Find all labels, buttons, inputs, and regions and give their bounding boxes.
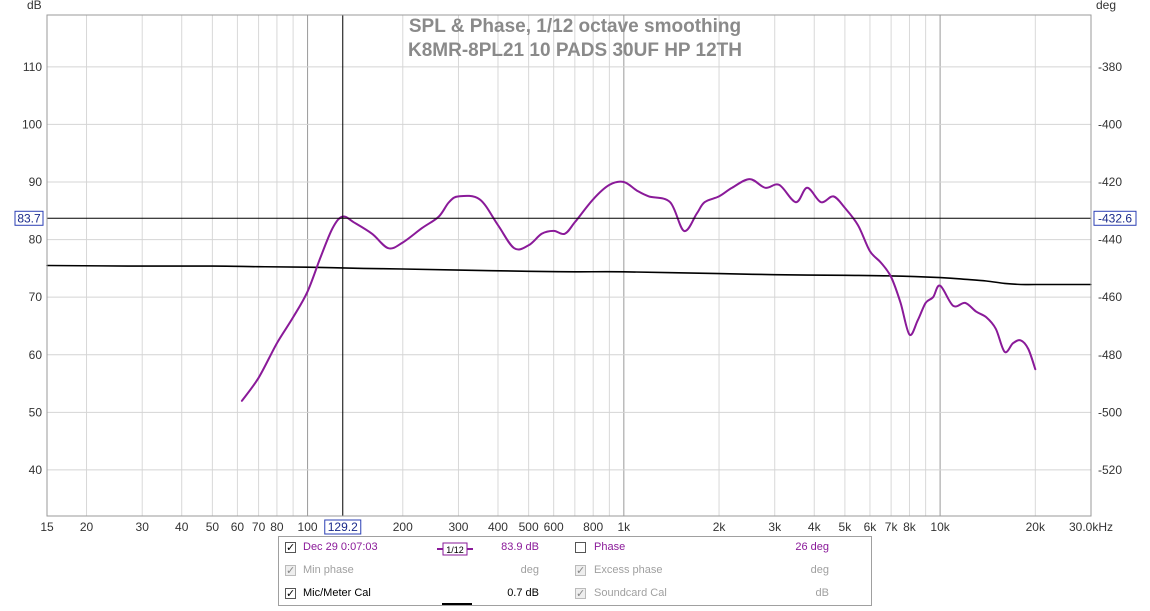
x-tick-label: 30: [136, 520, 150, 534]
min-phase-label: Min phase: [303, 564, 354, 576]
x-tick-label: 40: [175, 520, 189, 534]
x-tick-label: 50: [206, 520, 220, 534]
left-tick-label: 40: [29, 463, 43, 477]
right-tick-label: -500: [1098, 405, 1122, 419]
soundcard-cal-checkbox[interactable]: ✓: [575, 587, 586, 600]
x-tick-label: 10k: [930, 520, 950, 534]
plot-frame: [46, 14, 1092, 517]
chart-subtitle: K8MR-8PL21 10 PADS 30UF HP 12TH: [408, 40, 742, 61]
excess-phase-value: deg: [810, 564, 829, 576]
x-tick-label: 5k: [839, 520, 853, 534]
min-phase-checkbox[interactable]: ✓: [285, 564, 296, 577]
phase-value: 26 deg: [795, 541, 829, 553]
right-axis-labels: -520 -500 -480 -460 -440 -420 -400 -380: [1098, 60, 1122, 477]
right-tick-label: -460: [1098, 290, 1122, 304]
right-axis-unit: deg: [1096, 0, 1116, 12]
legend-row-measurement: ✓ Dec 29 0:07:03 1/12 83.9 dB Phase 26 d…: [279, 538, 871, 561]
x-tick-label: 1k: [617, 520, 631, 534]
spl-phase-chart[interactable]: 15 20 30 40 50 60 70 80 100 200 300 400 500 600 800 1k 2…: [0, 0, 1150, 535]
measurement-checkbox[interactable]: ✓: [285, 541, 296, 554]
mic-cal-swatch: [442, 593, 472, 611]
left-axis-labels: 40 50 60 70 80 90 100 110: [22, 60, 42, 477]
legend-row-mic-cal: ✓ Mic/Meter Cal 0.7 dB ✓ Soundcard Cal d…: [279, 584, 871, 607]
x-tick-label: 3k: [768, 520, 782, 534]
right-tick-label: -480: [1098, 348, 1122, 362]
excess-phase-label: Excess phase: [594, 564, 663, 576]
x-tick-label: 20k: [1026, 520, 1046, 534]
cursor-crosshair[interactable]: 83.7 -432.6 129.2: [14, 15, 1137, 535]
x-tick-label: 6k: [864, 520, 878, 534]
cursor-left-value: 83.7: [17, 211, 41, 225]
mic-cal-value: 0.7 dB: [507, 587, 539, 599]
cursor-x-value-box: [324, 519, 362, 535]
x-tick-label: 300: [448, 520, 468, 534]
measurement-value: 83.9 dB: [501, 541, 539, 553]
cursor-x-value: 129.2: [328, 520, 358, 534]
cursor-right-value-box: [1093, 210, 1137, 226]
left-tick-label: 60: [29, 348, 43, 362]
x-tick-label: 800: [583, 520, 603, 534]
x-tick-label: 500: [519, 520, 539, 534]
measurement-label: Dec 29 0:07:03: [303, 541, 378, 553]
cursor-left-value-box: [14, 210, 44, 226]
phase-checkbox[interactable]: [575, 542, 586, 553]
soundcard-cal-label: Soundcard Cal: [594, 587, 667, 599]
x-tick-label: 4k: [808, 520, 822, 534]
left-tick-label: 70: [29, 290, 43, 304]
left-tick-label: 50: [29, 405, 43, 419]
x-tick-label: 2k: [713, 520, 727, 534]
x-tick-label: 600: [544, 520, 564, 534]
x-tick-label: 60: [231, 520, 245, 534]
right-tick-label: -420: [1098, 175, 1122, 189]
x-tick-label: 80: [270, 520, 284, 534]
soundcard-cal-value: dB: [815, 587, 829, 599]
grid-lines: [47, 15, 1092, 516]
left-tick-label: 90: [29, 175, 43, 189]
smoothing-swatch[interactable]: 1/12: [437, 542, 473, 561]
legend-panel: ✓ Dec 29 0:07:03 1/12 83.9 dB Phase 26 d…: [278, 536, 872, 606]
legend-row-min-phase: ✓ Min phase deg ✓ Excess phase deg: [279, 561, 871, 584]
smoothing-label: 1/12: [446, 545, 464, 555]
x-tick-label: 100: [298, 520, 318, 534]
chart-title: SPL & Phase, 1/12 octave smoothing: [409, 16, 741, 37]
min-phase-value: deg: [520, 564, 539, 576]
mic-cal-label: Mic/Meter Cal: [303, 587, 371, 599]
left-tick-label: 100: [22, 117, 42, 131]
x-tick-label: 8k: [903, 520, 917, 534]
series-lines: [46, 178, 1092, 402]
left-axis-unit: dB: [27, 0, 42, 12]
x-tick-label: 70: [252, 520, 266, 534]
right-tick-label: -520: [1098, 463, 1122, 477]
x-tick-label: 30.0kHz: [1069, 520, 1113, 534]
x-tick-label: 200: [393, 520, 413, 534]
series-line-mic-meter-cal: [46, 264, 1092, 286]
x-axis-labels: 15 20 30 40 50 60 70 80 100 200 300 400 500 600 800 1k 2…: [40, 520, 1113, 534]
right-tick-label: -380: [1098, 60, 1122, 74]
phase-label: Phase: [594, 541, 626, 553]
x-tick-label: 20: [80, 520, 94, 534]
excess-phase-checkbox[interactable]: ✓: [575, 564, 586, 577]
x-tick-label: 15: [40, 520, 54, 534]
x-tick-label: 400: [488, 520, 508, 534]
series-line-dec-29-0-07-03: [240, 178, 1037, 402]
mic-cal-checkbox[interactable]: ✓: [285, 587, 296, 600]
right-tick-label: -440: [1098, 233, 1122, 247]
right-tick-label: -400: [1098, 117, 1122, 131]
left-tick-label: 80: [29, 233, 43, 247]
cursor-right-value: -432.6: [1098, 211, 1132, 225]
left-tick-label: 110: [23, 60, 42, 74]
x-tick-label: 7k: [885, 520, 899, 534]
